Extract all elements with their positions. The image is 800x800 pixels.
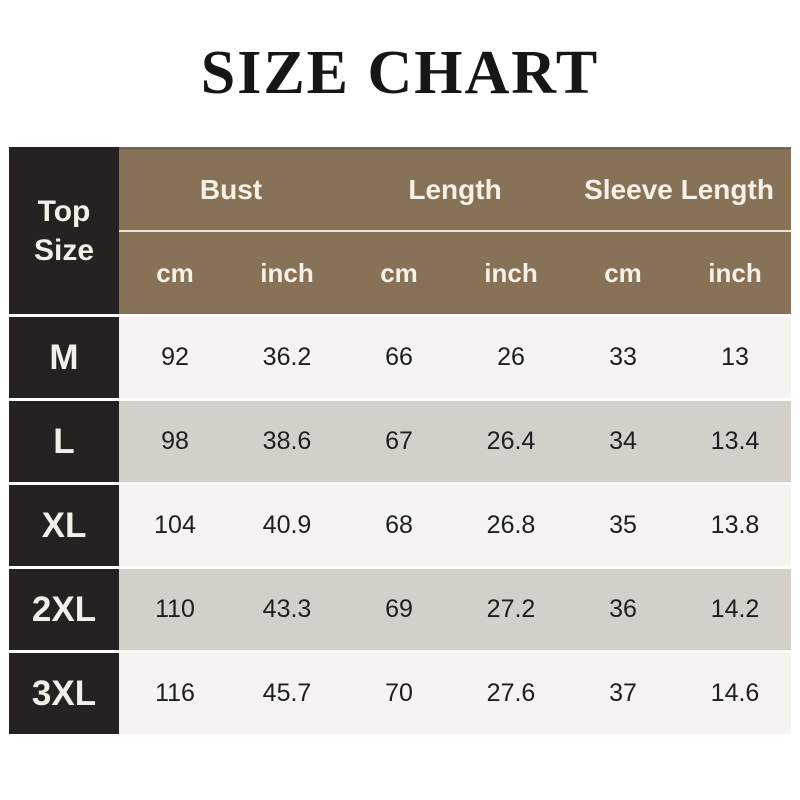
- value-m-bust-inch: 36.2: [231, 317, 344, 401]
- unit-header-bust-cm: cm: [119, 232, 231, 317]
- value-xl-bust-inch: 40.9: [231, 485, 344, 569]
- table-row-3xl: 3XL 116 45.7 70 27.6 37 14.6: [9, 653, 792, 734]
- size-chart-table: Top Size Bust Length Sleeve Length cm in…: [9, 147, 792, 734]
- size-label-3xl: 3XL: [9, 653, 119, 734]
- value-3xl-bust-inch: 45.7: [231, 653, 344, 734]
- group-header-sleeve-length: Sleeve Length: [567, 147, 792, 232]
- table-row-2xl: 2XL 110 43.3 69 27.2 36 14.2: [9, 569, 792, 653]
- value-2xl-length-cm: 69: [343, 569, 456, 653]
- size-label-m: M: [9, 317, 119, 401]
- group-header-length: Length: [343, 147, 568, 232]
- table-row-l: L 98 38.6 67 26.4 34 13.4: [9, 401, 792, 485]
- value-3xl-bust-cm: 116: [119, 653, 231, 734]
- value-m-sleeve-cm: 33: [567, 317, 680, 401]
- unit-header-bust-inch: inch: [231, 232, 344, 317]
- corner-header-line1: Top: [37, 194, 91, 228]
- value-xl-bust-cm: 104: [119, 485, 231, 569]
- value-3xl-length-cm: 70: [343, 653, 456, 734]
- value-2xl-bust-cm: 110: [119, 569, 231, 653]
- size-label-xl: XL: [9, 485, 119, 569]
- table-row-m: M 92 36.2 66 26 33 13: [9, 317, 792, 401]
- value-xl-sleeve-inch: 13.8: [679, 485, 792, 569]
- value-xl-length-inch: 26.8: [455, 485, 568, 569]
- corner-header-top-size: Top Size: [9, 147, 119, 317]
- unit-header-sleeve-cm: cm: [567, 232, 680, 317]
- value-3xl-length-inch: 27.6: [455, 653, 568, 734]
- value-xl-length-cm: 68: [343, 485, 456, 569]
- value-xl-sleeve-cm: 35: [567, 485, 680, 569]
- value-2xl-sleeve-cm: 36: [567, 569, 680, 653]
- table-row-xl: XL 104 40.9 68 26.8 35 13.8: [9, 485, 792, 569]
- value-3xl-sleeve-cm: 37: [567, 653, 680, 734]
- value-l-bust-cm: 98: [119, 401, 231, 485]
- value-l-bust-inch: 38.6: [231, 401, 344, 485]
- unit-header-length-inch: inch: [455, 232, 568, 317]
- value-3xl-sleeve-inch: 14.6: [679, 653, 792, 734]
- group-header-row: Top Size Bust Length Sleeve Length: [9, 147, 792, 317]
- value-m-length-inch: 26: [455, 317, 568, 401]
- size-label-l: L: [9, 401, 119, 485]
- value-l-length-inch: 26.4: [455, 401, 568, 485]
- value-2xl-length-inch: 27.2: [455, 569, 568, 653]
- unit-header-row: cm inch cm inch cm inch: [9, 232, 792, 317]
- value-2xl-sleeve-inch: 14.2: [679, 569, 792, 653]
- group-header-bust: Bust: [119, 147, 344, 232]
- corner-header-line2: Size: [33, 233, 95, 267]
- value-m-sleeve-inch: 13: [679, 317, 792, 401]
- size-label-2xl: 2XL: [9, 569, 119, 653]
- value-2xl-bust-inch: 43.3: [231, 569, 344, 653]
- value-m-length-cm: 66: [343, 317, 456, 401]
- value-m-bust-cm: 92: [119, 317, 231, 401]
- value-l-length-cm: 67: [343, 401, 456, 485]
- value-l-sleeve-inch: 13.4: [679, 401, 792, 485]
- unit-header-length-cm: cm: [343, 232, 456, 317]
- page-title: SIZE CHART: [200, 39, 600, 107]
- value-l-sleeve-cm: 34: [567, 401, 680, 485]
- unit-header-sleeve-inch: inch: [679, 232, 792, 317]
